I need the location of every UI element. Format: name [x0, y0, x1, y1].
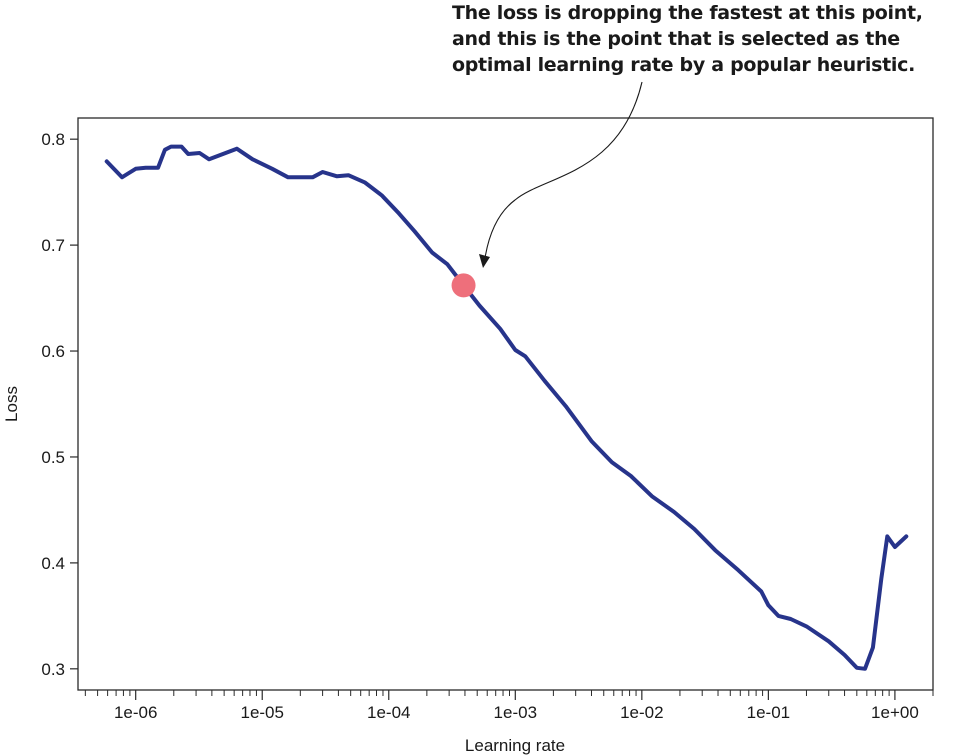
x-axis-title: Learning rate — [465, 736, 565, 755]
y-tick-label: 0.6 — [41, 342, 65, 361]
y-tick-label: 0.4 — [41, 554, 65, 573]
y-axis-title: Loss — [2, 386, 21, 422]
x-tick-label: 1e-06 — [114, 703, 157, 722]
x-tick-label: 1e-05 — [240, 703, 283, 722]
plot-frame — [77, 117, 934, 691]
x-tick-label: 1e-04 — [367, 703, 410, 722]
annotation-arrowhead — [479, 254, 490, 268]
x-tick-label: 1e-02 — [620, 703, 663, 722]
annotation-arrow — [484, 81, 643, 259]
annotation-line: and this is the point that is selected a… — [452, 28, 900, 50]
x-tick-label: 1e+00 — [871, 703, 919, 722]
x-axis: 1e-06 1e-05 1e-04 1e-03 1e-02 1e-01 1e+00 — [84, 690, 934, 722]
y-tick-label: 0.3 — [41, 660, 65, 679]
y-tick-label: 0.8 — [41, 130, 65, 149]
optimal-learning-rate-point — [451, 273, 476, 298]
y-axis: 0.3 0.4 0.5 0.6 0.7 0.8 — [41, 130, 78, 679]
y-tick-label: 0.5 — [41, 448, 65, 467]
x-tick-label: 1e-03 — [494, 703, 537, 722]
y-tick-label: 0.7 — [41, 236, 65, 255]
annotation-line: optimal learning rate by a popular heuri… — [452, 54, 915, 76]
loss-series-line — [104, 144, 909, 671]
annotation-line: The loss is dropping the fastest at this… — [452, 2, 923, 24]
x-tick-label: 1e-01 — [747, 703, 790, 722]
annotation-text: The loss is dropping the fastest at this… — [452, 0, 952, 78]
